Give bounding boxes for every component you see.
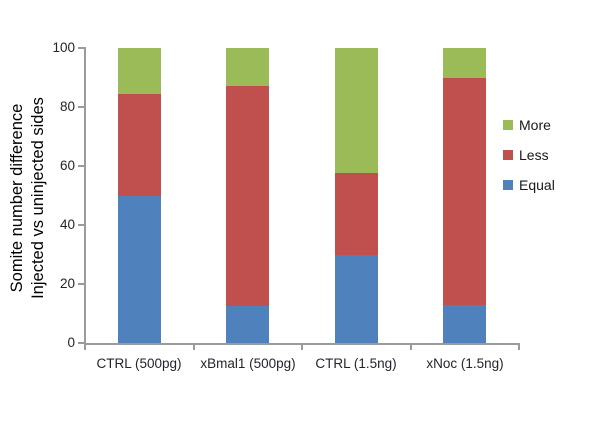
x-category-label: xNoc (1.5ng) bbox=[426, 356, 504, 371]
x-tick-mark bbox=[409, 345, 412, 350]
y-tick-label: 60 bbox=[59, 158, 75, 173]
x-tick-mark bbox=[301, 345, 303, 350]
bar-segment-less bbox=[443, 78, 486, 305]
legend-swatch bbox=[503, 150, 513, 160]
bar-segment-more bbox=[226, 48, 269, 86]
y-tick-mark bbox=[78, 283, 84, 285]
bar-segment-less bbox=[226, 86, 269, 306]
x-category-label: CTRL (1.5ng) bbox=[315, 356, 397, 371]
legend-label: Less bbox=[519, 147, 549, 163]
legend-swatch bbox=[503, 180, 513, 190]
y-tick-mark bbox=[78, 224, 84, 226]
bar-segment-equal bbox=[226, 306, 269, 343]
bar-segment-equal bbox=[335, 255, 378, 343]
legend-swatch bbox=[503, 120, 513, 130]
y-tick-label: 40 bbox=[59, 217, 75, 232]
y-tick-label: 80 bbox=[59, 99, 75, 114]
x-category-label: CTRL (500pg) bbox=[96, 356, 182, 371]
legend-item: More bbox=[503, 116, 555, 134]
y-tick-label: 20 bbox=[59, 276, 75, 291]
x-tick-mark bbox=[84, 345, 86, 350]
y-tick-mark bbox=[78, 47, 84, 49]
x-tick-mark bbox=[518, 345, 520, 350]
x-tick-mark bbox=[192, 345, 195, 350]
bar-segment-equal bbox=[443, 305, 486, 343]
legend-item: Equal bbox=[503, 176, 555, 194]
y-tick-mark bbox=[78, 106, 84, 108]
y-tick-label: 0 bbox=[67, 335, 75, 350]
y-tick-label: 100 bbox=[52, 40, 75, 55]
x-axis-line bbox=[84, 343, 520, 345]
legend-item: Less bbox=[503, 146, 555, 164]
legend-label: More bbox=[519, 117, 551, 133]
y-tick-mark bbox=[78, 165, 84, 167]
legend: More Less Equal bbox=[503, 116, 555, 206]
bar-segment-more bbox=[443, 48, 486, 78]
y-tick-mark bbox=[78, 342, 84, 344]
bar-segment-more bbox=[118, 48, 161, 94]
bar-segment-less bbox=[335, 173, 378, 255]
bar-segment-more bbox=[335, 48, 378, 173]
y-axis-line bbox=[84, 47, 86, 345]
x-category-label: xBmal1 (500pg) bbox=[200, 356, 296, 371]
legend-label: Equal bbox=[519, 177, 555, 193]
bar-segment-equal bbox=[118, 196, 161, 343]
bar-segment-less bbox=[118, 94, 161, 196]
